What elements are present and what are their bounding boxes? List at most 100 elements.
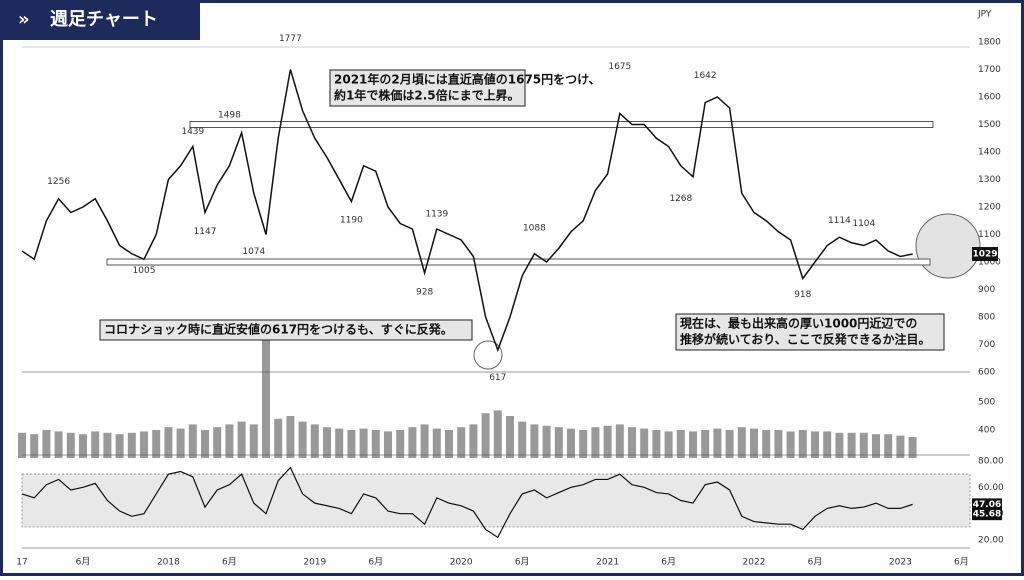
x-tick-label: 6月 <box>808 557 823 568</box>
rsi-line <box>21 466 913 539</box>
volume-bar <box>847 432 856 458</box>
y-tick-label: 1000 <box>978 258 1001 268</box>
point-label: 1088 <box>523 223 546 233</box>
volume-bar <box>628 427 636 458</box>
volume-bar <box>298 421 307 458</box>
volume-bar <box>872 434 880 458</box>
volume-bar <box>445 430 453 458</box>
volume-bar <box>896 435 905 458</box>
y-tick-label: 60.00 <box>978 483 1004 493</box>
volume-bar <box>54 431 63 458</box>
volume-bar <box>713 428 722 458</box>
y-tick-label: 800 <box>978 313 995 323</box>
volume-bar <box>518 421 527 458</box>
title-tab <box>0 0 200 40</box>
volume-bar <box>335 428 344 458</box>
annotation-box <box>329 69 526 107</box>
volume-bar <box>554 427 563 458</box>
volume-bar <box>237 421 246 458</box>
volume-bar <box>884 434 893 458</box>
annotation-text: 2021年の2月頃には直近高値の1675円をつけ、 <box>334 72 601 87</box>
point-label: 1139 <box>425 209 448 219</box>
volume-bar <box>213 427 222 458</box>
volume-bar <box>823 431 832 458</box>
volume-bar <box>811 431 819 458</box>
y-tick-label: 700 <box>978 340 995 350</box>
signal-badge <box>972 508 1002 521</box>
volume-bar <box>140 431 148 458</box>
last-value-badge <box>972 247 998 262</box>
y-tick-label: 1500 <box>978 120 1001 130</box>
volume-bar <box>30 434 39 458</box>
x-tick-label: 2018 <box>157 558 180 568</box>
volume-bar <box>323 427 331 458</box>
point-label: 1005 <box>133 266 156 276</box>
rsi-band <box>21 473 971 528</box>
volume-bar <box>201 430 209 458</box>
volume-bar <box>396 430 405 458</box>
x-tick-label: 2023 <box>889 558 912 568</box>
y-tick-label: 1200 <box>978 203 1001 213</box>
volume-bar <box>603 425 612 458</box>
rsi-badge <box>972 498 1002 511</box>
volume-bar <box>103 432 112 458</box>
annotation-box <box>99 319 473 341</box>
volume-bar <box>750 428 758 458</box>
volume-bar <box>457 427 466 458</box>
volume-bar <box>164 427 173 458</box>
volume-bar <box>591 427 600 458</box>
volume-bar <box>249 424 258 458</box>
x-tick-label: 2022 <box>743 558 766 568</box>
x-tick-label: 6月 <box>661 557 676 568</box>
price-line <box>21 69 913 353</box>
point-label: 1642 <box>694 71 717 81</box>
volume-bar <box>359 428 368 458</box>
volume-bar <box>371 430 380 458</box>
x-tick-label: 6月 <box>222 557 237 568</box>
signal-value-label: 45.68 <box>973 510 1001 520</box>
title-icon: » <box>18 9 30 30</box>
volume-bar <box>384 431 392 458</box>
last-value-label: 1029 <box>972 250 997 260</box>
volume-bar <box>530 424 539 458</box>
volume-bar <box>506 416 514 458</box>
x-tick-label: 2020 <box>450 558 473 568</box>
volume-bar <box>262 340 270 458</box>
y-tick-label: 1300 <box>978 175 1001 185</box>
point-label: 1777 <box>279 34 302 44</box>
point-label: 617 <box>489 373 506 383</box>
point-label: 928 <box>416 287 433 297</box>
volume-bar <box>42 430 51 458</box>
y-tick-label: 1100 <box>978 230 1001 240</box>
annotation-text: 約1年で株価は2.5倍にまで上昇。 <box>334 88 520 103</box>
point-label: 1074 <box>242 247 265 257</box>
x-tick-label: 2021 <box>596 558 619 568</box>
point-label: 918 <box>794 290 811 300</box>
volume-bar <box>79 434 87 458</box>
point-label: 1190 <box>340 215 363 225</box>
annotation-text: 現在は、最も出来高の厚い1000円近辺での <box>680 316 917 331</box>
volume-bar <box>127 432 136 458</box>
price-level <box>189 121 934 128</box>
x-tick-label: 6月 <box>954 557 969 568</box>
volume-bar <box>676 430 685 458</box>
volume-bar <box>908 437 917 458</box>
volume-bar <box>652 430 661 458</box>
volume-bar <box>408 427 417 458</box>
volume-bar <box>66 432 75 458</box>
point-label: 1256 <box>47 177 70 187</box>
x-tick-label: 2019 <box>303 558 326 568</box>
volume-bar <box>725 430 734 458</box>
volume-bar <box>91 431 100 458</box>
x-tick-label: 6月 <box>368 557 383 568</box>
volume-bar <box>493 410 502 458</box>
volume-bar <box>188 424 197 458</box>
volume-bar <box>152 430 161 458</box>
volume-bar <box>542 425 551 458</box>
volume-bar <box>640 428 649 458</box>
point-label: 1114 <box>828 216 851 226</box>
unit-label: JPY <box>977 10 992 20</box>
highlight-circle <box>915 213 981 279</box>
volume-bar <box>432 428 441 458</box>
